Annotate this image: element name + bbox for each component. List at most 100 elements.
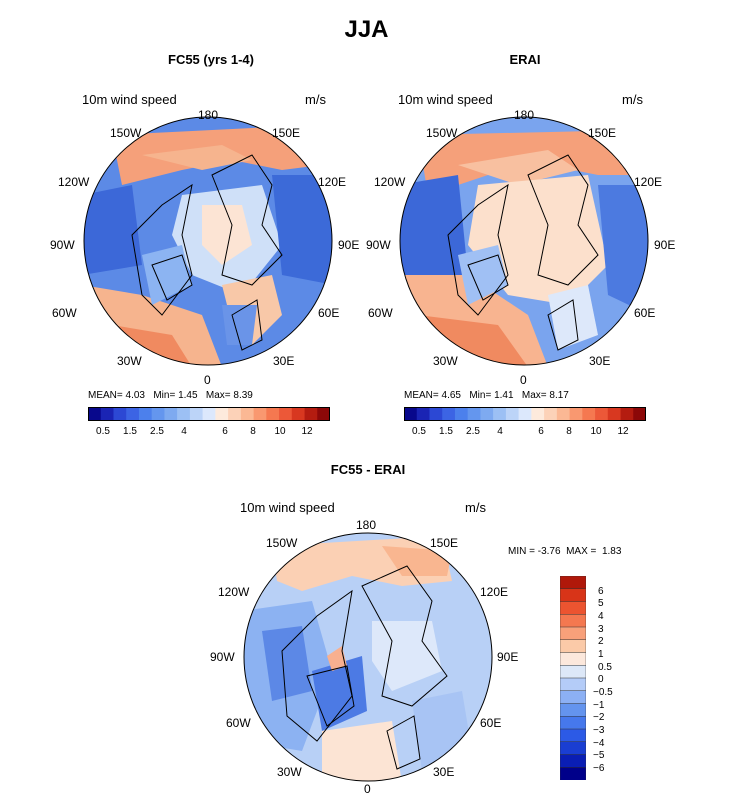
lon-label: 60E	[480, 716, 502, 730]
lon-label: 120E	[634, 175, 663, 189]
colorbar-swatch	[560, 626, 586, 641]
units-label-diff: m/s	[465, 500, 486, 515]
colorbar-tick: 6	[222, 426, 228, 437]
colorbar-fc55	[88, 407, 330, 421]
colorbar-tick: 3	[598, 624, 604, 635]
colorbar-swatch	[467, 407, 481, 421]
colorbar-swatch	[164, 407, 178, 421]
stats-erai: MEAN= 4.65 Min= 1.41 Max= 8.17	[404, 390, 569, 401]
colorbar-border	[404, 407, 646, 421]
colorbar-swatch	[560, 703, 586, 717]
lon-label: 120W	[374, 175, 406, 189]
colorbar-swatch	[531, 407, 545, 421]
colorbar-swatch	[544, 407, 558, 421]
colorbar-swatch	[560, 576, 586, 590]
panel-title-fc55: FC55 (yrs 1-4)	[168, 52, 254, 67]
colorbar-swatch	[620, 407, 634, 421]
colorbar-swatch	[429, 407, 443, 421]
stats-fc55: MEAN= 4.03 Min= 1.45 Max= 8.39	[88, 390, 253, 401]
lon-label: 150W	[426, 126, 458, 140]
colorbar-swatch	[560, 652, 586, 666]
stats-diff: MIN = -3.76 MAX = 1.83	[508, 546, 622, 557]
colorbar-erai	[404, 407, 646, 421]
lon-label: 90E	[497, 650, 519, 664]
lon-label: 60E	[634, 306, 656, 320]
lon-label: 30W	[433, 354, 458, 368]
lon-label: 150E	[272, 126, 301, 140]
colorbar-tick: −6	[593, 763, 605, 774]
colorbar-tick: 2	[598, 636, 604, 647]
lon-label: 120E	[318, 175, 347, 189]
lon-label: 150W	[266, 536, 298, 550]
lon-label: 180	[356, 518, 377, 532]
colorbar-tick: 4	[497, 426, 503, 437]
lon-label: 60W	[368, 306, 393, 320]
colorbar-swatch	[493, 407, 507, 421]
colorbar-tick: 4	[598, 611, 604, 622]
colorbar-tick: 2.5	[466, 426, 480, 437]
colorbar-swatch	[279, 407, 293, 421]
lon-label: 90W	[210, 650, 235, 664]
lon-label: 120W	[58, 175, 90, 189]
colorbar-swatch	[560, 677, 586, 692]
lon-label: 180	[514, 108, 535, 122]
lon-label: 0	[364, 782, 371, 796]
colorbar-swatch	[556, 407, 570, 421]
colorbar-tick: 1	[598, 649, 604, 660]
lon-label: 30W	[277, 765, 302, 779]
units-label-fc55: m/s	[305, 92, 326, 107]
colorbar-swatch	[560, 741, 586, 756]
colorbar-tick: 5	[598, 598, 604, 609]
colorbar-tick: 1.5	[439, 426, 453, 437]
polar-map-diff	[243, 532, 493, 782]
polar-map-erai	[399, 116, 649, 366]
colorbar-swatch	[560, 639, 586, 654]
colorbar-tick: 1.5	[123, 426, 137, 437]
map-boundary-diff	[243, 532, 493, 782]
colorbar-tick: 10	[590, 426, 602, 437]
variable-label-erai: 10m wind speed	[398, 92, 493, 107]
colorbar-tick: −4	[593, 738, 605, 749]
map-boundary-fc55	[83, 116, 333, 366]
colorbar-tick: −0.5	[593, 687, 613, 698]
colorbar-tick: −3	[593, 725, 605, 736]
lon-label: 150E	[588, 126, 617, 140]
colorbar-swatch	[560, 588, 586, 603]
colorbar-tick: 0.5	[96, 426, 110, 437]
lon-label: 30E	[589, 354, 611, 368]
colorbar-swatch	[266, 407, 280, 421]
colorbar-tick: 4	[181, 426, 187, 437]
colorbar-swatch	[633, 407, 646, 421]
lon-label: 60W	[52, 306, 77, 320]
colorbar-swatch	[189, 407, 203, 421]
colorbar-tick: −1	[593, 700, 605, 711]
colorbar-swatch	[560, 767, 586, 780]
colorbar-swatch	[442, 407, 456, 421]
units-label-erai: m/s	[622, 92, 643, 107]
panel-title-diff: FC55 - ERAI	[330, 462, 406, 477]
colorbar-swatch	[518, 407, 532, 421]
lon-label: 0	[520, 373, 527, 387]
lon-label: 30E	[433, 765, 455, 779]
colorbar-tick: 6	[538, 426, 544, 437]
colorbar-swatch	[404, 407, 418, 421]
colorbar-swatch	[100, 407, 114, 421]
colorbar-swatch	[560, 601, 586, 615]
panel-title-erai: ERAI	[509, 52, 541, 67]
colorbar-tick: 8	[566, 426, 572, 437]
lon-label: 60E	[318, 306, 340, 320]
colorbar-swatch	[151, 407, 165, 421]
colorbar-swatch	[113, 407, 127, 421]
lon-label: 60W	[226, 716, 251, 730]
colorbar-tick: 0.5	[598, 662, 612, 673]
colorbar-swatch	[560, 690, 586, 705]
colorbar-swatch	[215, 407, 229, 421]
colorbar-swatch	[569, 407, 583, 421]
lon-label: 150W	[110, 126, 142, 140]
colorbar-swatch	[253, 407, 267, 421]
lon-label: 90W	[366, 238, 391, 252]
colorbar-swatch	[291, 407, 305, 421]
lon-label: 30E	[273, 354, 295, 368]
colorbar-tick: 2.5	[150, 426, 164, 437]
lon-label: 30W	[117, 354, 142, 368]
